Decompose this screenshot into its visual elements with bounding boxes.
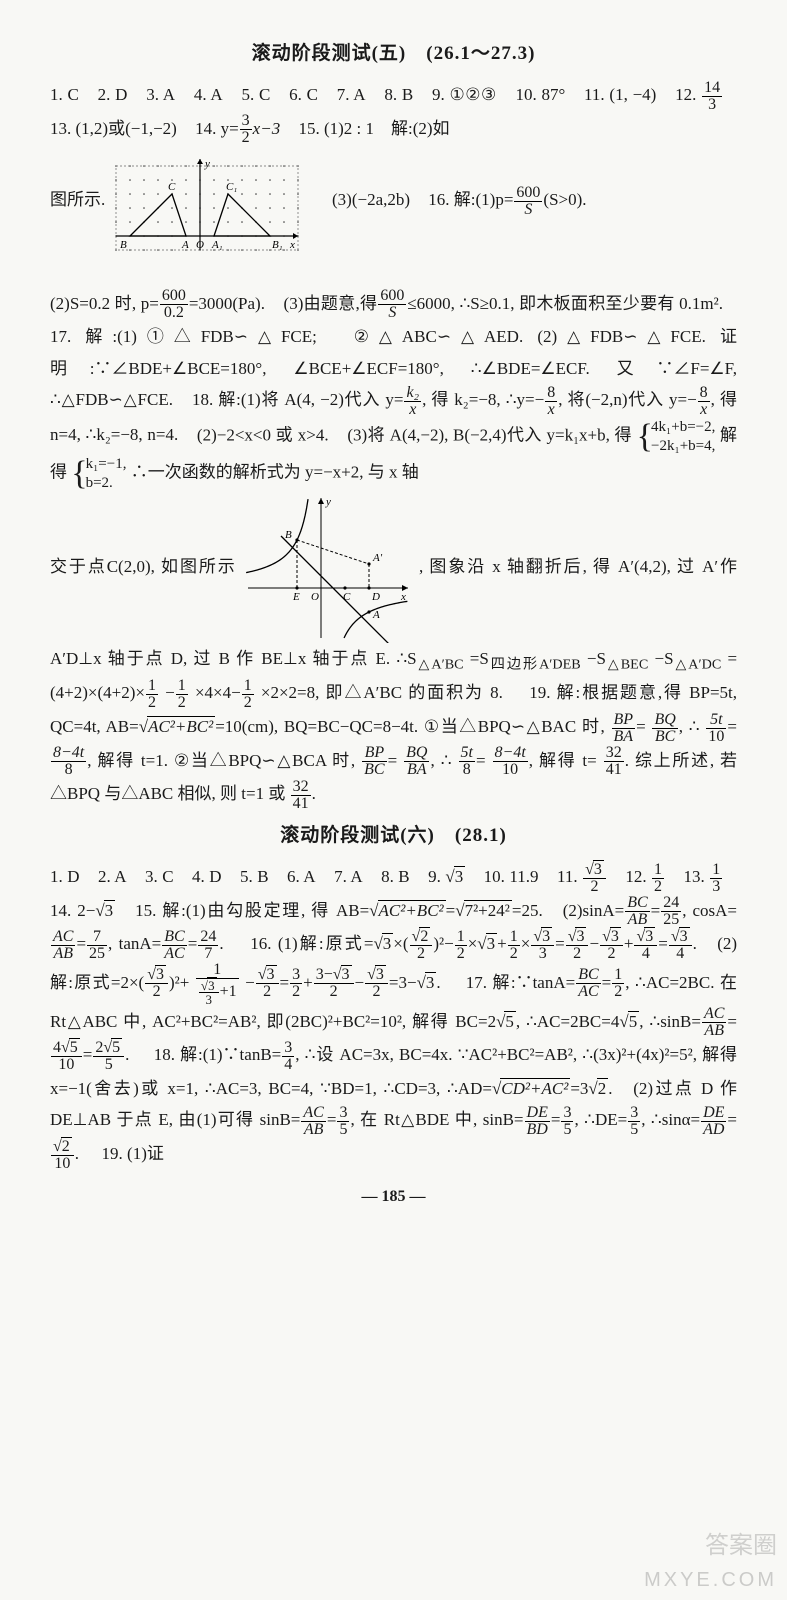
p16-3: (3)由题意,得600S≤6000, ∴S≥0.1, 即木板面积至少要有 0.1… [284, 294, 723, 313]
svg-text:A: A [181, 239, 189, 251]
svg-text:B: B [285, 529, 292, 541]
watermark-url: MXYE.COM [644, 1569, 777, 1592]
svg-text:B₁: B₁ [272, 239, 283, 251]
s6-p19: 19. (1)证 [102, 1144, 164, 1163]
s6-a7: 7. A [334, 867, 363, 886]
ans-15a: 15. (1)2 : 1 解:(2)如 [298, 119, 449, 138]
s6-a2: 2. A [98, 867, 127, 886]
p18f: (3)将 A(4,−2), B(−2,4)代入 y=k₁x+b, 得 [347, 425, 632, 444]
svg-text:E: E [292, 591, 300, 603]
ans-2: 2. D [98, 85, 128, 104]
section6-title: 滚动阶段测试(六) (28.1) [50, 818, 737, 853]
p18i: 交于点C(2,0), 如图所示 [50, 557, 237, 576]
svg-text:O: O [311, 591, 319, 603]
p16-2: (2)S=0.2 时, p=6000.2=3000(Pa). [50, 294, 265, 313]
ans-6: 6. C [289, 85, 318, 104]
s6-a1: 1. D [50, 867, 80, 886]
figure-2-hyperbola: Ox y B E C DA A′ [243, 493, 413, 643]
watermark-cn: 答案圈 [705, 1525, 777, 1560]
ans-12: 12. 143 [675, 85, 723, 104]
section5-title: 滚动阶段测试(五) (26.1～27.3) [50, 36, 737, 71]
s6-a6: 6. A [287, 867, 316, 886]
p18j: , 图象沿 x 轴翻折后, 得 A′(4,2), 过 [419, 557, 696, 576]
svg-text:D: D [371, 591, 380, 603]
fig-label: 图所示. [50, 190, 105, 209]
ans-4: 4. A [194, 85, 223, 104]
section5-body: 1. C 2. D 3. A 4. A 5. C 6. C 7. A 8. B … [50, 79, 737, 812]
s6-a9: 9. √3 [428, 867, 465, 886]
figure-1-grid-triangles: Ox y A B C A₁ B₁ C₁ [110, 146, 310, 256]
p18e: (2)−2<x<0 或 x>4. [197, 425, 329, 444]
ans-3: 3. A [146, 85, 175, 104]
ans-16a: 16. 解:(1)p=600S(S>0). [428, 190, 586, 209]
svg-text:A′: A′ [372, 552, 383, 564]
ans-13: 13. (1,2)或(−1,−2) [50, 119, 177, 138]
ans-10: 10. 87° [515, 85, 565, 104]
svg-text:C₁: C₁ [226, 181, 237, 193]
s6-a8: 8. B [381, 867, 410, 886]
svg-text:C: C [168, 181, 176, 193]
svg-text:x: x [289, 239, 295, 251]
s6-a13: 13. 13 [684, 867, 724, 886]
p17a: 17. 解:(1)①△FDB∽△FCE; ②△ABC∽△AED. [50, 327, 523, 346]
ans-7: 7. A [337, 85, 366, 104]
ans-8: 8. B [384, 85, 413, 104]
svg-text:A: A [372, 609, 380, 621]
ans-15c: (3)(−2a,2b) [332, 190, 410, 209]
ans-11: 11. (1, −4) [584, 85, 656, 104]
svg-text:y: y [204, 158, 210, 170]
section6-body: 1. D 2. A 3. C 4. D 5. B 6. A 7. A 8. B … [50, 861, 737, 1172]
ans-14: 14. y=32x−3 [195, 119, 280, 138]
s6-a14: 14. 2−√3 [50, 901, 115, 920]
ans-1: 1. C [50, 85, 79, 104]
s6-a12: 12. 12 [625, 867, 665, 886]
ans-5: 5. C [241, 85, 270, 104]
svg-text:x: x [400, 591, 406, 603]
s6-a3: 3. C [145, 867, 174, 886]
s6-a4: 4. D [192, 867, 222, 886]
s6-a5: 5. B [240, 867, 269, 886]
page-number: — 185 — [50, 1182, 737, 1212]
svg-text:O: O [196, 239, 204, 251]
s6-a10: 10. 11.9 [484, 867, 539, 886]
s6-a11: 11. √32 [557, 867, 607, 886]
svg-text:y: y [325, 496, 331, 508]
ans-9: 9. ①②③ [432, 85, 497, 104]
svg-text:C: C [343, 591, 351, 603]
svg-text:A₁: A₁ [211, 239, 223, 251]
svg-text:B: B [120, 239, 127, 251]
